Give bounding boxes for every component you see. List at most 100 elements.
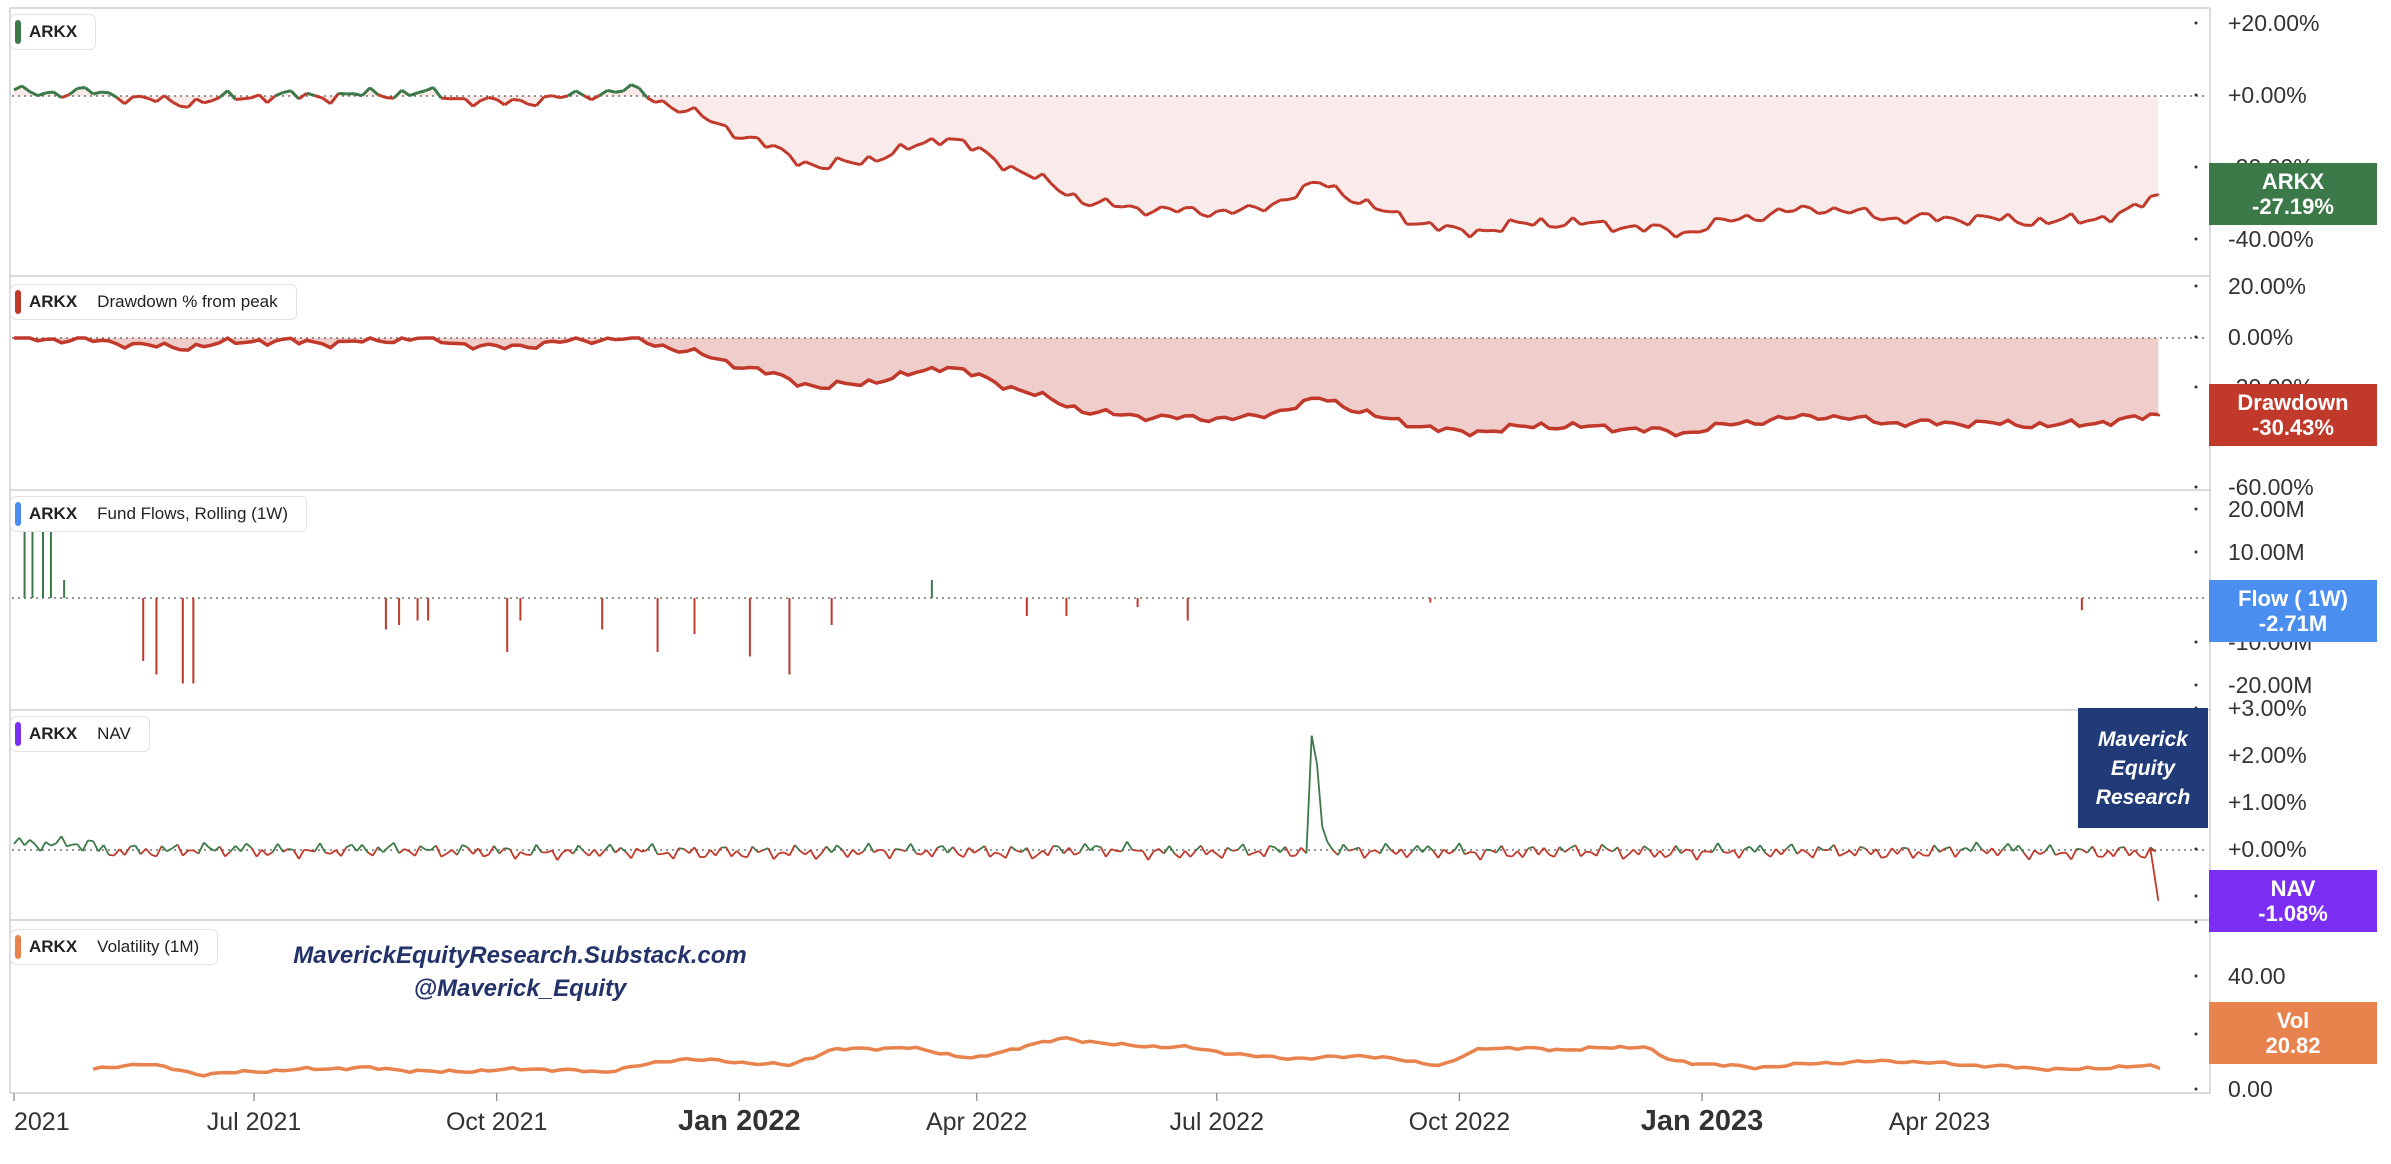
price-line-segment: [1239, 203, 1250, 212]
nav-line-segment: [145, 848, 152, 856]
price-line-segment: [1588, 220, 1597, 225]
nav-line-segment: [1232, 848, 1239, 852]
nav-line-segment: [1949, 846, 1957, 858]
nav-line-segment: [1210, 849, 1218, 855]
y-tick-dot: [2194, 485, 2198, 489]
price-line-segment: [2030, 216, 2041, 227]
price-line-segment: [274, 91, 284, 98]
nav-line-segment: [1906, 847, 1914, 859]
nav-line-segment: [1369, 849, 1376, 853]
price-line-segment: [203, 99, 213, 105]
price-line-segment: [306, 91, 316, 98]
nav-line-segment: [2049, 844, 2057, 856]
nav-line-segment: [1126, 841, 1134, 851]
y-tick-dot: [2194, 165, 2198, 169]
nav-line-segment: [1796, 848, 1803, 855]
nav-line-segment: [234, 845, 242, 853]
nav-line-segment: [862, 842, 870, 853]
nav-line-segment: [129, 844, 136, 848]
nav-line-segment: [1975, 841, 1983, 850]
nav-line-segment: [2039, 850, 2046, 855]
nav-line-segment: [398, 848, 405, 854]
nav-line-segment: [1828, 844, 1835, 851]
nav-line-segment: [809, 849, 817, 860]
price-line-segment: [1556, 223, 1566, 229]
legend-color-swatch: [15, 20, 21, 44]
tag-vol-label: Vol: [2276, 1008, 2310, 1033]
x-tick-label: 2021: [14, 1108, 70, 1136]
price-line-segment: [1841, 209, 1851, 215]
y-tick-dot: [2194, 1087, 2198, 1091]
nav-line-segment: [857, 850, 864, 856]
price-line-segment: [1754, 218, 1763, 223]
nav-line-segment: [883, 850, 891, 860]
nav-line-segment: [1548, 853, 1555, 858]
price-line-segment: [733, 136, 743, 140]
price-line-segment: [1643, 223, 1653, 233]
nav-line-segment: [1310, 735, 1318, 764]
price-line-segment: [140, 94, 149, 100]
nav-line-segment: [1089, 845, 1097, 852]
price-line-segment: [1761, 212, 1772, 222]
nav-line-segment: [799, 850, 806, 856]
nav-line-segment: [983, 845, 991, 858]
price-line-segment: [804, 160, 814, 167]
legend-ticker: ARKX: [29, 22, 78, 41]
nav-line-segment: [18, 837, 26, 846]
nav-line-segment: [1727, 849, 1735, 854]
nav-line-segment: [1020, 847, 1028, 853]
price-line-segment: [1049, 181, 1060, 192]
nav-line-segment: [1026, 847, 1033, 860]
price-line-segment: [749, 135, 758, 140]
nav-line-segment: [313, 842, 321, 853]
price-line-segment: [123, 95, 134, 106]
price-line-segment: [1881, 217, 1890, 222]
nav-line-segment: [1938, 847, 1946, 853]
legend-volatility: ARKX Volatility (1M): [10, 929, 219, 965]
price-line-segment: [13, 84, 23, 92]
price-line-segment: [163, 94, 174, 104]
nav-line-segment: [572, 844, 580, 855]
price-line-segment: [1382, 209, 1391, 214]
nav-line-segment: [1854, 846, 1862, 857]
nav-line-segment: [1717, 842, 1724, 853]
nav-line-segment: [1269, 845, 1275, 849]
price-line-segment: [1104, 197, 1115, 208]
price-line-segment: [756, 136, 767, 149]
price-line-segment: [844, 159, 854, 165]
nav-line-segment: [166, 847, 173, 853]
nav-line-segment: [66, 843, 73, 848]
price-line-segment: [2070, 212, 2081, 225]
price-line-segment: [60, 93, 70, 100]
price-line-segment: [1374, 207, 1384, 213]
nav-line-segment: [309, 849, 315, 853]
nav-line-segment: [1248, 852, 1255, 857]
nav-line-segment: [203, 841, 210, 849]
price-line-segment: [2086, 217, 2096, 223]
nav-line-segment: [97, 844, 105, 853]
nav-line-segment: [13, 837, 20, 845]
nav-line-segment: [714, 847, 722, 857]
price-line-segment: [52, 90, 63, 99]
nav-line-segment: [1585, 850, 1592, 854]
y-tick-label: -40.00%: [2228, 226, 2314, 252]
nav-line-segment: [1917, 851, 1925, 857]
price-line-segment: [1129, 204, 1138, 210]
price-line-segment: [1746, 213, 1756, 222]
price-line-segment: [2062, 212, 2073, 220]
tag-nav: NAV -1.08%: [2209, 870, 2377, 932]
nav-line-segment: [1405, 851, 1413, 859]
nav-line-segment: [630, 847, 638, 859]
price-line-segment: [598, 89, 609, 97]
nav-line-segment: [462, 844, 469, 849]
nav-line-segment: [1063, 847, 1070, 855]
price-line-segment: [1500, 218, 1511, 233]
nav-line-segment: [493, 845, 501, 855]
tag-vol: Vol 20.82: [2209, 1002, 2377, 1064]
nav-line-segment: [1606, 848, 1613, 853]
nav-line-segment: [1427, 845, 1434, 852]
nav-line-segment: [1179, 850, 1186, 859]
nav-line-segment: [1031, 854, 1038, 860]
price-line-segment: [1224, 208, 1234, 215]
nav-line-segment: [1163, 845, 1171, 855]
